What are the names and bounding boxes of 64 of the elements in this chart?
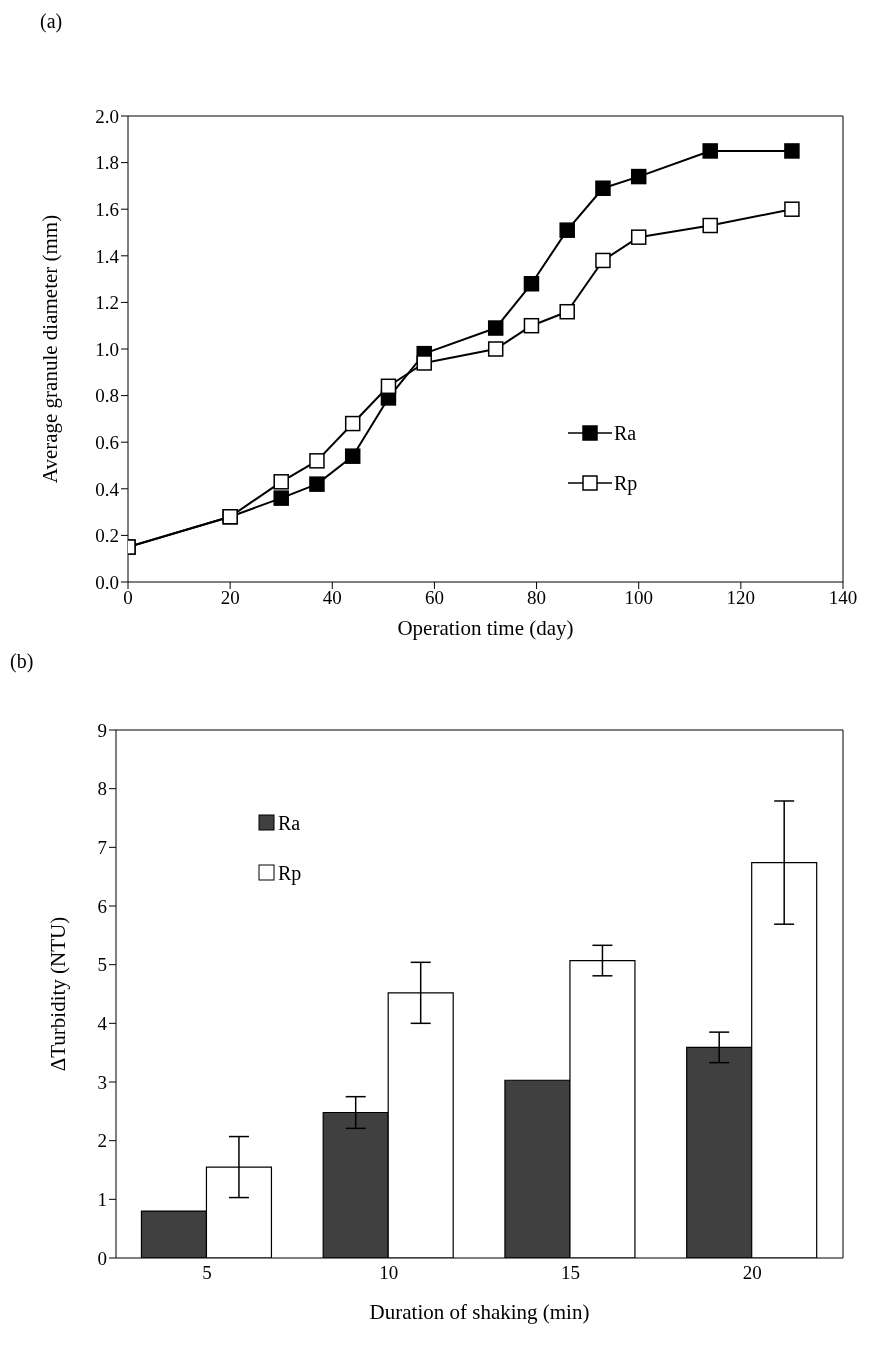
x-tick-label: 5 <box>202 1262 212 1284</box>
y-tick-label: 7 <box>97 837 107 859</box>
point <box>630 229 647 245</box>
legend-label: Ra <box>614 421 637 445</box>
chart-title: (a) <box>40 10 63 33</box>
y-tick-label: 4 <box>97 1013 108 1035</box>
y-tick-label: 1.2 <box>95 292 119 314</box>
point <box>559 222 575 238</box>
x-tick-label: 120 <box>726 587 756 609</box>
point <box>784 201 800 217</box>
point <box>416 355 432 371</box>
y-tick-label: 6 <box>97 895 107 917</box>
x-tick-label: 10 <box>379 1262 399 1284</box>
point <box>273 490 289 506</box>
y-tick-label: 8 <box>97 778 107 800</box>
point <box>487 320 504 336</box>
y-tick-label: 1 <box>97 1189 107 1211</box>
y-tick-label: 0.0 <box>95 571 119 593</box>
point <box>309 476 325 492</box>
x-axis-title: Duration of shaking (min) <box>369 1299 590 1324</box>
point <box>523 317 540 334</box>
legend-label: Ra <box>278 811 301 835</box>
y-tick-label: 1.0 <box>95 338 119 360</box>
point <box>630 168 647 185</box>
chart-title: (b) <box>10 650 34 673</box>
point <box>702 217 718 234</box>
y-tick-label: 3 <box>97 1071 107 1093</box>
point <box>487 341 504 357</box>
x-tick-label: 20 <box>742 1262 762 1284</box>
x-tick-label: 15 <box>560 1262 580 1284</box>
y-tick-label: 0.8 <box>95 385 119 407</box>
y-tick-label: 1.8 <box>95 152 119 174</box>
x-tick-label: 80 <box>527 587 547 609</box>
x-tick-label: 20 <box>220 587 240 609</box>
point <box>344 415 361 432</box>
point <box>784 143 800 159</box>
legend-label: Rp <box>614 471 638 495</box>
point <box>595 180 611 196</box>
y-tick-label: 2.0 <box>95 105 119 127</box>
y-tick-label: 0.4 <box>95 478 120 500</box>
point <box>380 378 397 395</box>
y-axis-title: ΔTurbidity (NTU) <box>46 916 71 1072</box>
y-tick-label: 0 <box>97 1247 107 1269</box>
x-tick-label: 100 <box>624 587 653 609</box>
x-tick-label: 140 <box>828 587 858 609</box>
y-tick-label: 0.2 <box>95 525 119 547</box>
point <box>559 303 575 320</box>
y-axis-title: Average granule diameter (mm) <box>38 214 63 484</box>
x-axis-title: Operation time (day) <box>397 615 574 640</box>
point <box>595 252 611 269</box>
point <box>702 143 718 159</box>
y-tick-label: 1.4 <box>95 245 120 267</box>
y-tick-label: 9 <box>97 719 107 741</box>
y-tick-label: 5 <box>97 954 107 976</box>
x-tick-label: 40 <box>322 587 342 609</box>
point <box>273 474 289 490</box>
point <box>344 448 361 464</box>
point <box>523 276 540 292</box>
point <box>309 453 325 469</box>
y-tick-label: 0.6 <box>95 431 119 453</box>
y-tick-label: 2 <box>97 1130 107 1152</box>
legend-label: Rp <box>278 861 302 885</box>
y-tick-label: 1.6 <box>95 198 119 220</box>
x-tick-label: 60 <box>424 587 444 609</box>
